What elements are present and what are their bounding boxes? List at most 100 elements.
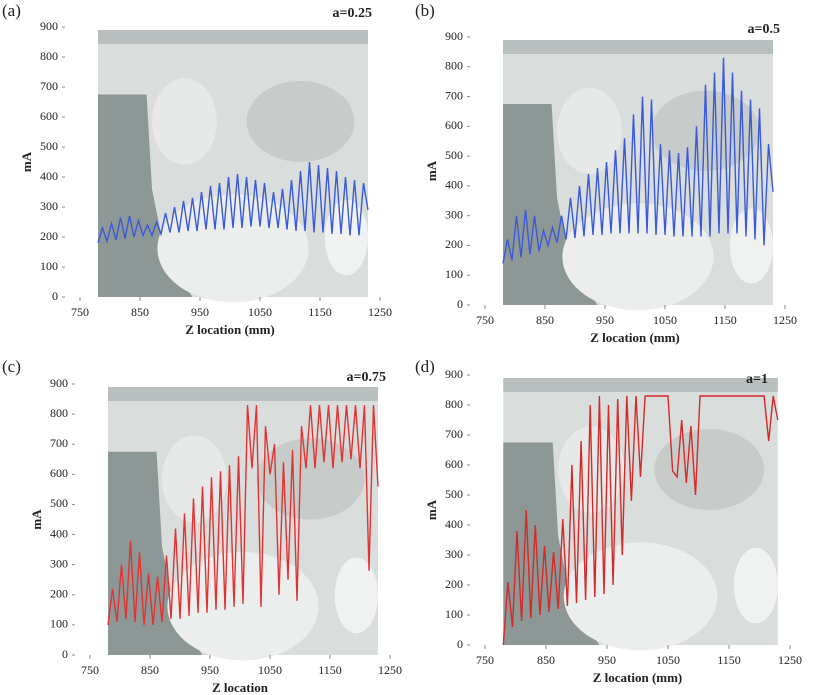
panel-label: (d) <box>415 357 435 376</box>
data-line <box>502 395 779 646</box>
y-tick-label: 600 <box>445 457 463 471</box>
x-tick-label: 750 <box>476 313 494 327</box>
x-tick-label: 1250 <box>378 663 402 677</box>
data-line <box>97 161 369 245</box>
ct-band <box>503 40 773 54</box>
ct-dark <box>98 94 193 297</box>
x-axis-label: Z location (mm) <box>590 330 680 345</box>
y-tick-label: 0 <box>52 289 58 303</box>
y-tick-label: 400 <box>445 178 463 192</box>
ct-dark <box>503 104 598 305</box>
y-tick-label: 400 <box>50 526 68 540</box>
ct-organ <box>334 557 378 634</box>
x-tick-label: 950 <box>596 313 614 327</box>
y-tick-label: 900 <box>445 367 463 381</box>
y-tick-label: 500 <box>445 487 463 501</box>
y-tick-label: 900 <box>50 376 68 390</box>
annotation: a=1 <box>746 372 768 387</box>
y-tick-label: 0 <box>457 297 463 311</box>
panel-label: (a) <box>2 1 21 20</box>
y-tick-label: 300 <box>50 556 68 570</box>
x-tick-label: 1250 <box>368 305 392 319</box>
y-tick-label: 200 <box>50 587 68 601</box>
x-tick-label: 1150 <box>308 305 332 319</box>
y-tick-label: 900 <box>445 29 463 43</box>
ct-band <box>98 30 368 44</box>
y-tick-label: 300 <box>40 199 58 213</box>
y-axis-label: mA <box>424 160 439 181</box>
x-tick-label: 750 <box>476 653 494 667</box>
y-tick-label: 100 <box>445 607 463 621</box>
annotation: a=0.75 <box>347 370 386 385</box>
ct-organ <box>157 194 309 303</box>
y-tick-label: 700 <box>40 79 58 93</box>
y-axis-label: mA <box>29 509 44 530</box>
y-tick-label: 700 <box>445 427 463 441</box>
x-tick-label: 1150 <box>318 663 342 677</box>
ct-organ <box>246 81 355 162</box>
y-tick-label: 700 <box>50 436 68 450</box>
y-tick-label: 700 <box>445 88 463 102</box>
x-tick-label: 1050 <box>653 313 677 327</box>
y-tick-label: 800 <box>40 49 58 63</box>
y-tick-label: 200 <box>40 229 58 243</box>
y-tick-label: 500 <box>445 148 463 162</box>
ct-band <box>108 387 378 401</box>
y-tick-label: 600 <box>445 118 463 132</box>
y-tick-label: 0 <box>457 637 463 651</box>
y-tick-label: 100 <box>40 259 58 273</box>
x-tick-label: 950 <box>191 305 209 319</box>
ct-dark <box>503 442 600 645</box>
x-tick-label: 750 <box>71 305 89 319</box>
panel-label: (c) <box>2 357 21 376</box>
panel-label: (b) <box>415 1 435 20</box>
ct-organ <box>654 429 765 510</box>
annotation: a=0.25 <box>333 6 372 21</box>
ct-image <box>98 30 368 303</box>
ct-image <box>503 40 774 311</box>
ct-organ <box>256 438 365 520</box>
x-tick-label: 1050 <box>258 663 282 677</box>
y-axis-label: mA <box>424 499 439 520</box>
y-tick-label: 800 <box>50 406 68 420</box>
y-tick-label: 300 <box>445 207 463 221</box>
data-line <box>502 57 774 264</box>
y-tick-label: 600 <box>50 466 68 480</box>
y-tick-label: 300 <box>445 547 463 561</box>
ct-organ <box>562 203 714 311</box>
annotation: a=0.5 <box>748 22 780 37</box>
y-tick-label: 600 <box>40 109 58 123</box>
ct-organ <box>651 90 760 171</box>
y-axis-label: mA <box>19 151 34 172</box>
y-tick-label: 500 <box>50 496 68 510</box>
y-tick-label: 100 <box>445 267 463 281</box>
x-tick-label: 1050 <box>248 305 272 319</box>
ct-band <box>503 378 778 392</box>
x-tick-label: 950 <box>201 663 219 677</box>
ct-organ <box>563 542 718 651</box>
y-tick-label: 400 <box>40 169 58 183</box>
x-tick-label: 1250 <box>773 313 797 327</box>
y-tick-label: 0 <box>62 647 68 661</box>
x-tick-label: 750 <box>81 663 99 677</box>
ct-organ <box>729 208 774 284</box>
y-tick-label: 200 <box>445 577 463 591</box>
x-tick-label: 1150 <box>717 653 741 667</box>
x-axis-label: Z location <box>212 680 269 695</box>
x-tick-label: 850 <box>537 653 555 667</box>
ct-organ <box>557 87 622 174</box>
x-tick-label: 1050 <box>656 653 680 667</box>
y-tick-label: 500 <box>40 139 58 153</box>
ct-organ <box>733 547 778 624</box>
y-tick-label: 900 <box>40 19 58 33</box>
y-tick-label: 800 <box>445 59 463 73</box>
data-line <box>107 405 379 625</box>
x-tick-label: 1150 <box>713 313 737 327</box>
ct-image <box>108 387 378 661</box>
ct-image <box>503 378 778 651</box>
y-tick-label: 100 <box>50 617 68 631</box>
x-tick-label: 850 <box>536 313 554 327</box>
x-tick-label: 850 <box>141 663 159 677</box>
x-tick-label: 1250 <box>778 653 802 667</box>
